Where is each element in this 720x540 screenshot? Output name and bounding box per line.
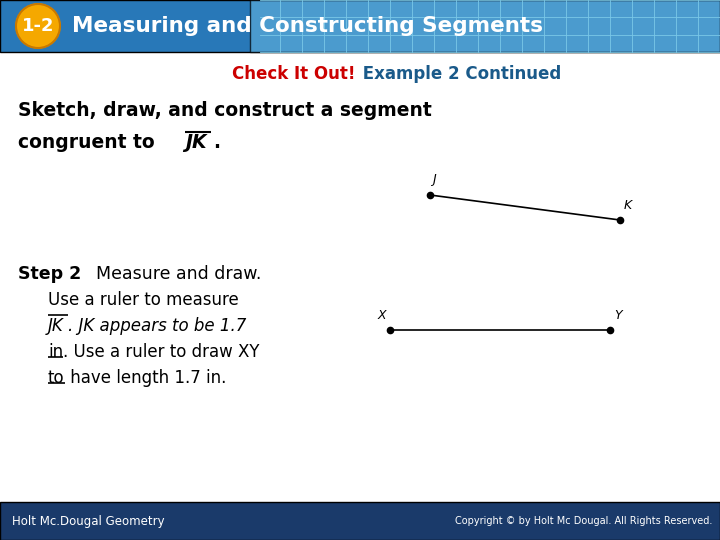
FancyBboxPatch shape	[0, 502, 720, 540]
Text: Holt Mc.Dougal Geometry: Holt Mc.Dougal Geometry	[12, 515, 165, 528]
Text: Check It Out!: Check It Out!	[232, 65, 355, 83]
Text: JK: JK	[185, 132, 207, 152]
Text: to: to	[48, 369, 65, 387]
Text: Measure and draw.: Measure and draw.	[85, 265, 261, 283]
Text: Copyright © by Holt Mc Dougal. All Rights Reserved.: Copyright © by Holt Mc Dougal. All Right…	[454, 516, 712, 526]
Text: . Use a ruler to draw XY: . Use a ruler to draw XY	[63, 343, 259, 361]
FancyBboxPatch shape	[0, 0, 720, 52]
Text: J: J	[432, 173, 436, 186]
Text: JK: JK	[48, 317, 64, 335]
Text: 1-2: 1-2	[22, 17, 54, 35]
Text: Y: Y	[614, 309, 621, 322]
Text: Example 2 Continued: Example 2 Continued	[357, 65, 562, 83]
Text: K: K	[624, 199, 632, 212]
Text: in: in	[48, 343, 63, 361]
Text: Use a ruler to measure: Use a ruler to measure	[48, 291, 239, 309]
FancyBboxPatch shape	[250, 0, 720, 52]
Text: congruent to: congruent to	[18, 132, 161, 152]
Text: Step 2: Step 2	[18, 265, 81, 283]
Text: Sketch, draw, and construct a segment: Sketch, draw, and construct a segment	[18, 100, 432, 119]
Circle shape	[16, 4, 60, 48]
Text: X: X	[377, 309, 386, 322]
Text: Measuring and Constructing Segments: Measuring and Constructing Segments	[72, 16, 543, 36]
Text: .: .	[213, 132, 220, 152]
Text: . JK appears to be 1.7: . JK appears to be 1.7	[68, 317, 246, 335]
Text: have length 1.7 in.: have length 1.7 in.	[65, 369, 226, 387]
